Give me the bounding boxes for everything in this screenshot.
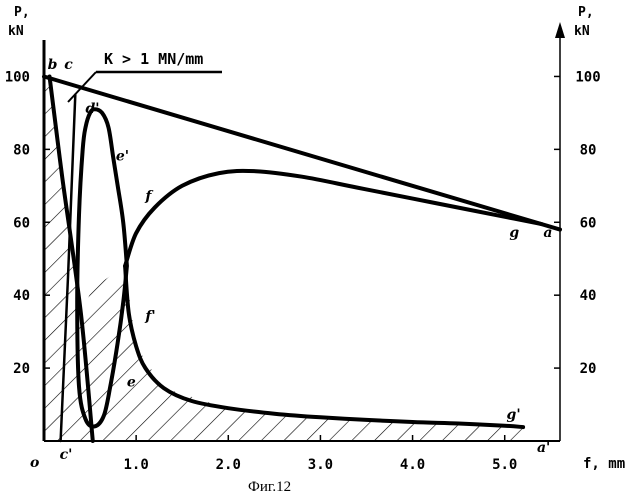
y-tick-label-left: 100 — [5, 69, 30, 85]
x-tick-label: 4.0 — [400, 457, 425, 473]
point-label: g — [509, 225, 519, 241]
y-tick-label-left: 60 — [13, 215, 30, 231]
x-tick-label: 5.0 — [492, 457, 517, 473]
point-label: g' — [507, 407, 521, 423]
series-upper-curve — [125, 171, 542, 266]
point-label: f — [144, 188, 154, 204]
y-tick-label-right: 60 — [580, 215, 597, 231]
k-annotation: K > 1 MN/mm — [104, 50, 203, 68]
y-axis-title-right-line2: kN — [574, 24, 590, 39]
y-tick-label-right: 100 — [575, 69, 600, 85]
y-tick-label-right: 80 — [580, 142, 597, 158]
point-label: e' — [116, 148, 129, 164]
point-label: f' — [144, 309, 155, 325]
hatched-region — [44, 77, 523, 442]
y-tick-label-right: 20 — [580, 361, 597, 377]
y-axis-title-left-line1: P, — [14, 5, 30, 20]
point-label: e — [127, 374, 136, 390]
point-label: a' — [537, 440, 550, 456]
point-label: b — [48, 57, 58, 73]
y-tick-label-left: 40 — [13, 288, 30, 304]
y-axis-title-right-line1: P, — [578, 5, 594, 20]
y-tick-label-left: 20 — [13, 361, 30, 377]
x-tick-label: 2.0 — [216, 457, 241, 473]
y-axis-title-left-line2: kN — [8, 24, 24, 39]
k-leader — [68, 72, 96, 102]
point-label: c' — [60, 447, 73, 463]
x-tick-label: 1.0 — [123, 457, 148, 473]
right-axis-arrow — [555, 22, 565, 38]
figure-caption: Фиг.12 — [248, 479, 291, 495]
y-ticks-right: 20 40 60 80 100 — [554, 69, 601, 377]
x-tick-label: 3.0 — [308, 457, 333, 473]
origin-label: o — [30, 455, 39, 471]
point-label: a — [543, 225, 552, 241]
point-label: d' — [85, 101, 99, 117]
y-tick-label-left: 80 — [13, 142, 30, 158]
x-axis-title: f, mm — [583, 456, 625, 472]
point-label: c — [64, 57, 73, 73]
y-tick-label-right: 40 — [580, 288, 597, 304]
